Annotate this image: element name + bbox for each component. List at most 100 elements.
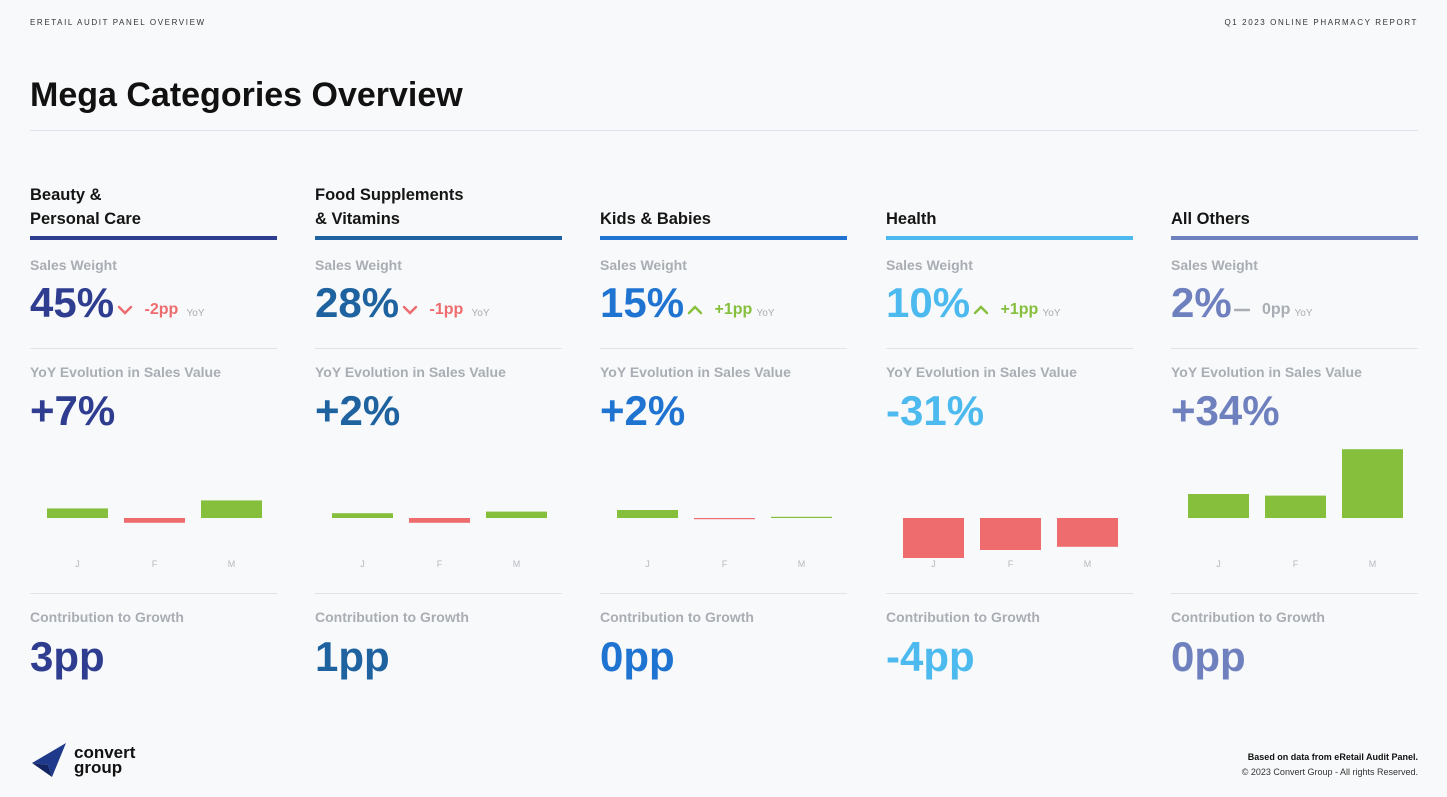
- yoy-evolution-label: YoY Evolution in Sales Value: [30, 364, 221, 380]
- weight-change-value: +1pp: [1000, 301, 1039, 318]
- data-source-note: Based on data from eRetail Audit Panel.: [1247, 752, 1418, 762]
- category-column: Health Sales Weight 10% +1pp YoY YoY Evo…: [886, 170, 1133, 690]
- category-header: Food Supplements & Vitamins: [315, 170, 562, 236]
- company-logo: convert group: [30, 741, 135, 779]
- dash-icon: [1234, 308, 1250, 312]
- weight-change: +1pp: [973, 301, 1039, 319]
- title-divider: [30, 130, 1418, 131]
- category-accent-bar: [315, 236, 562, 240]
- yoy-evolution-value: +2%: [600, 387, 686, 434]
- yoy-label: YoY: [471, 308, 490, 319]
- category-header: Kids & Babies: [600, 170, 847, 236]
- weight-change-value: 0pp: [1262, 301, 1291, 318]
- chart-bar: [1057, 518, 1118, 547]
- sales-weight-value: 15%: [600, 279, 685, 326]
- yoy-evolution-label: YoY Evolution in Sales Value: [1171, 364, 1362, 380]
- category-title: All Others: [1171, 210, 1250, 228]
- sales-weight-value: 28%: [315, 279, 400, 326]
- contribution-value: 1pp: [315, 633, 390, 680]
- trend-icon: [973, 304, 995, 316]
- sales-weight-label: Sales Weight: [886, 257, 973, 273]
- chart-tick-label: M: [228, 559, 236, 569]
- yoy-label: YoY: [756, 308, 775, 319]
- logo-arrow-icon: [32, 743, 66, 777]
- yoy-evolution-label: YoY Evolution in Sales Value: [315, 364, 506, 380]
- weight-change: -1pp: [402, 301, 464, 319]
- chevron-up-icon: [687, 305, 702, 315]
- chevron-up-icon: [973, 305, 988, 315]
- sales-weight-value: 10%: [886, 279, 971, 326]
- chart-tick-label: J: [360, 559, 365, 569]
- yoy-label: YoY: [186, 308, 205, 319]
- chart-tick-label: M: [1369, 559, 1377, 569]
- chart-bar: [124, 518, 185, 523]
- category-header: All Others: [1171, 170, 1418, 236]
- sales-weight-label: Sales Weight: [315, 257, 402, 273]
- logo-text: convert group: [74, 743, 136, 777]
- category-column: Food Supplements & Vitamins Sales Weight…: [315, 170, 562, 690]
- chart-bar: [409, 518, 470, 523]
- contribution-label: Contribution to Growth: [600, 609, 754, 625]
- chart-tick-label: F: [1008, 559, 1014, 569]
- chart-tick-label: F: [1293, 559, 1299, 569]
- contribution-label: Contribution to Growth: [30, 609, 184, 625]
- section-divider: [600, 348, 847, 349]
- contribution-label: Contribution to Growth: [886, 609, 1040, 625]
- category-header: Health: [886, 170, 1133, 236]
- sales-weight-label: Sales Weight: [600, 257, 687, 273]
- trend-icon: [117, 304, 139, 316]
- yoy-evolution-value: -31%: [886, 387, 985, 434]
- chart-bar: [903, 518, 964, 558]
- chart-bar: [1342, 449, 1403, 518]
- section-divider: [30, 593, 277, 594]
- chart-tick-label: J: [931, 559, 936, 569]
- chart-bar: [1265, 495, 1326, 518]
- yoy-evolution-value: +34%: [1171, 387, 1280, 434]
- chart-bar: [694, 518, 755, 520]
- category-title: Beauty & Personal Care: [30, 186, 141, 228]
- category-accent-bar: [30, 236, 277, 240]
- category-header: Beauty & Personal Care: [30, 170, 277, 236]
- copyright-text: © 2023 Convert Group - All rights Reserv…: [1241, 767, 1418, 777]
- category-accent-bar: [886, 236, 1133, 240]
- section-divider: [886, 348, 1133, 349]
- sales-weight-value: 45%: [30, 279, 115, 326]
- yoy-evolution-value: +7%: [30, 387, 116, 434]
- contribution-value: 3pp: [30, 633, 105, 680]
- contribution-value: -4pp: [886, 633, 975, 680]
- report-panel-label: ERETAIL AUDIT PANEL OVERVIEW: [30, 18, 206, 27]
- contribution-label: Contribution to Growth: [1171, 609, 1325, 625]
- contribution-value: 0pp: [600, 633, 675, 680]
- chart-tick-label: F: [722, 559, 728, 569]
- weight-change: 0pp: [1234, 301, 1290, 319]
- contribution-value: 0pp: [1171, 633, 1246, 680]
- category-title: Food Supplements & Vitamins: [315, 186, 464, 228]
- trend-icon: [402, 304, 424, 316]
- category-column: Kids & Babies Sales Weight 15% +1pp YoY …: [600, 170, 847, 690]
- weight-change-value: +1pp: [714, 301, 753, 318]
- chart-tick-label: M: [1084, 559, 1092, 569]
- section-divider: [315, 593, 562, 594]
- contribution-label: Contribution to Growth: [315, 609, 469, 625]
- chart-bar: [1188, 494, 1249, 518]
- weight-change-value: -1pp: [429, 301, 464, 318]
- weight-change-value: -2pp: [144, 301, 179, 318]
- chart-bar: [201, 500, 262, 518]
- chart-tick-label: M: [798, 559, 806, 569]
- category-title: Kids & Babies: [600, 210, 711, 228]
- category-title: Health: [886, 210, 937, 228]
- category-column: All Others Sales Weight 2% 0pp YoY YoY E…: [1171, 170, 1418, 690]
- yoy-evolution-label: YoY Evolution in Sales Value: [600, 364, 791, 380]
- chart-bar: [47, 508, 108, 518]
- trend-icon: [1234, 304, 1256, 316]
- yoy-evolution-value: +2%: [315, 387, 401, 434]
- chart-bar: [332, 513, 393, 518]
- report-period-label: Q1 2023 ONLINE PHARMACY REPORT: [1224, 18, 1418, 27]
- categories-grid: Beauty & Personal Care Sales Weight 45% …: [30, 170, 1418, 690]
- chart-tick-label: M: [513, 559, 521, 569]
- chart-bar: [980, 518, 1041, 550]
